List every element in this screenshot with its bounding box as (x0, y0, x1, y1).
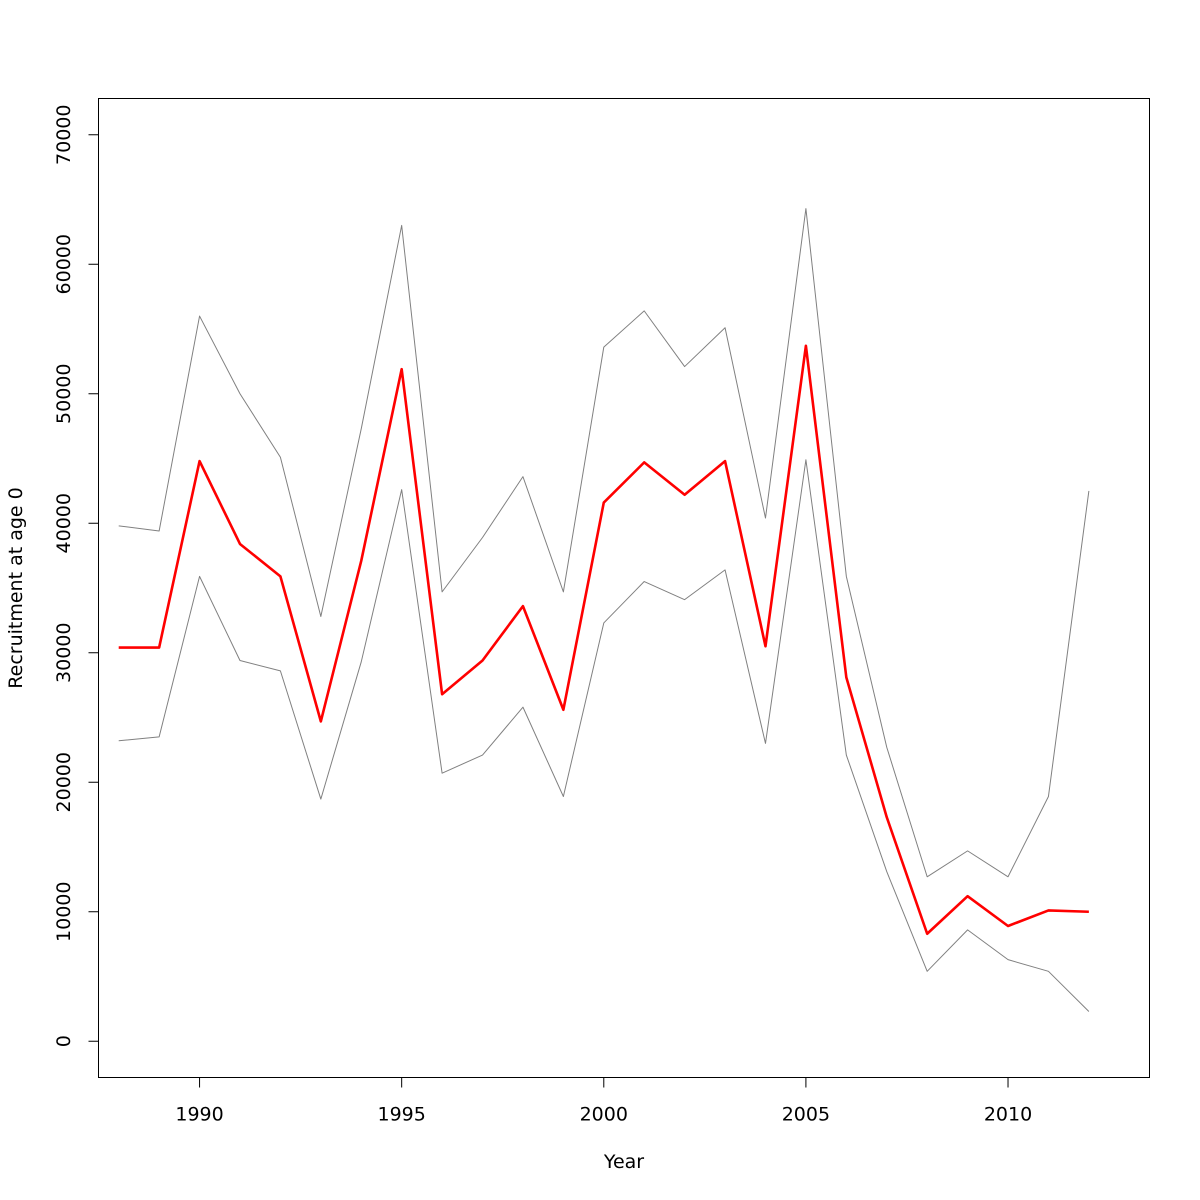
series-line-lower-bound (118, 459, 1090, 1012)
y-tick-label-10000: 10000 (53, 882, 75, 942)
series-line-upper-bound (118, 208, 1090, 878)
x-tick-label-1990: 1990 (175, 1104, 223, 1126)
x-axis: 1990 1995 2000 2005 2010 (175, 1077, 1032, 1126)
series-layer (118, 208, 1090, 1012)
y-tick-label-0: 0 (53, 1035, 75, 1047)
x-tick-label-2010: 2010 (984, 1104, 1032, 1126)
x-axis-label: Year (603, 1151, 644, 1173)
y-axis: 0 10000 20000 30000 40000 50000 60000 70000 (53, 105, 99, 1047)
y-tick-label-40000: 40000 (53, 493, 75, 553)
plot-frame (98, 98, 1150, 1078)
y-tick-label-60000: 60000 (53, 234, 75, 294)
y-tick-label-20000: 20000 (53, 752, 75, 812)
series-line-estimate (118, 344, 1089, 936)
x-tick-label-2000: 2000 (580, 1104, 628, 1126)
x-tick-label-2005: 2005 (782, 1104, 830, 1126)
y-tick-label-70000: 70000 (53, 105, 75, 165)
y-axis-label: Recruitment at age 0 (5, 487, 27, 688)
x-tick-label-1995: 1995 (377, 1104, 425, 1126)
y-tick-label-30000: 30000 (53, 623, 75, 683)
y-tick-label-50000: 50000 (53, 364, 75, 424)
